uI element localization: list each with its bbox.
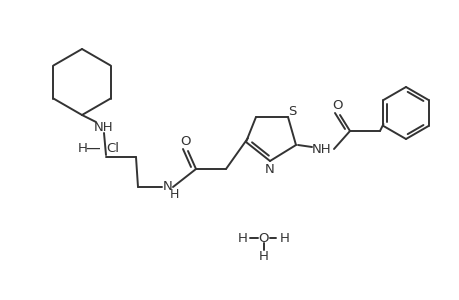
Text: H: H bbox=[258, 250, 269, 262]
Text: H: H bbox=[78, 142, 88, 154]
Text: —: — bbox=[85, 140, 100, 155]
Text: N: N bbox=[264, 163, 274, 176]
Text: O: O bbox=[332, 98, 342, 112]
Text: NH: NH bbox=[94, 121, 113, 134]
Text: Cl: Cl bbox=[106, 142, 119, 154]
Text: O: O bbox=[180, 134, 191, 148]
Text: O: O bbox=[258, 232, 269, 244]
Text: H: H bbox=[169, 188, 178, 202]
Text: H: H bbox=[280, 232, 289, 244]
Text: S: S bbox=[287, 104, 296, 118]
Text: H: H bbox=[238, 232, 247, 244]
Text: N: N bbox=[163, 181, 173, 194]
Text: NH: NH bbox=[312, 142, 331, 155]
